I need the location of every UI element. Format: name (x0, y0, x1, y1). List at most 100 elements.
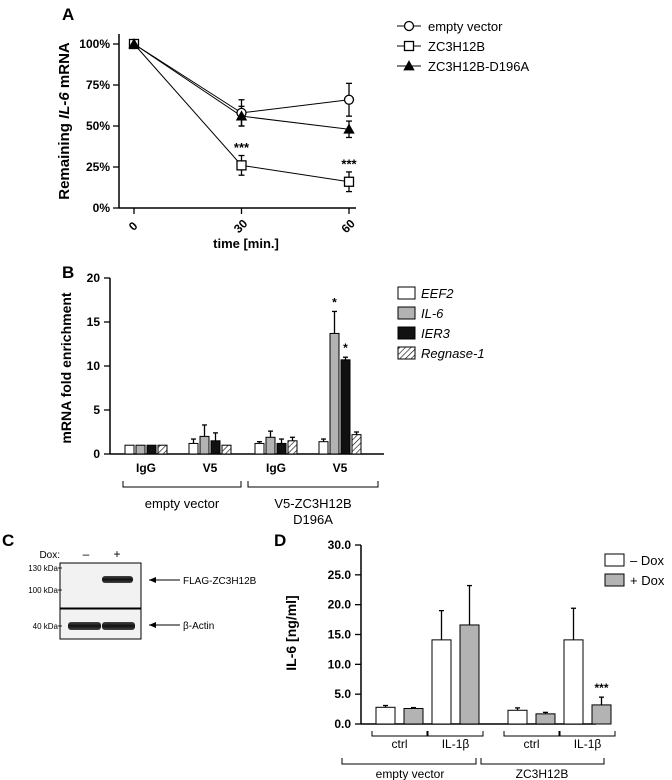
d-bracket-zc3h12b (480, 758, 605, 765)
blot-arrowhead-flag (149, 577, 156, 583)
a-x-axis-label: time [min.] (213, 236, 279, 251)
panel-c-letter: C (2, 531, 14, 550)
b-legend-label: EEF2 (421, 286, 454, 301)
d-bracket-label-empty-vector: empty vector (376, 767, 445, 780)
d-group-label: IL-1β (442, 737, 470, 751)
d-legend-swatch-white (604, 553, 625, 567)
b-bar-hatched (287, 440, 298, 455)
d-bar-white (375, 706, 396, 725)
a-legend-marker-circle (403, 20, 415, 32)
d-bracket-empty-vector (341, 758, 477, 765)
a-point-triangle (128, 38, 140, 49)
d-group-bracket (503, 731, 560, 737)
b-legend-label: IER3 (421, 326, 451, 341)
blot-band-flag-zc3h12b (102, 576, 133, 583)
blot-upper-membrane (59, 562, 142, 609)
b-bracket-label-d196a: D196A (293, 512, 333, 527)
d-legend-label: + Dox (630, 573, 665, 588)
d-y-tick-label: 25.0 (328, 568, 352, 582)
b-legend-swatch-hatched (397, 346, 416, 360)
b-y-tick-label: 0 (93, 447, 100, 461)
b-bar-white (124, 444, 135, 455)
a-y-tick-label: 0% (93, 201, 111, 215)
a-y-tick-label: 75% (86, 78, 110, 92)
d-group-bracket (559, 731, 616, 737)
b-legend-swatch-gray (397, 306, 416, 320)
blot-lane-minus-label: – (83, 547, 90, 561)
b-bar-black (276, 442, 287, 455)
a-significance-label: *** (234, 140, 250, 155)
b-group-label: IgG (136, 461, 156, 475)
a-legend-marker-triangle (403, 60, 415, 71)
b-bar-gray (135, 444, 146, 455)
d-bar-gray (591, 704, 612, 725)
a-point-triangle (235, 110, 248, 121)
panel-a-letter: A (62, 5, 74, 24)
a-legend-label: empty vector (428, 19, 503, 34)
d-bar-gray (403, 707, 424, 725)
b-group-label: V5 (203, 461, 218, 475)
a-x-tick-label: 0 (126, 219, 141, 234)
b-group-label: V5 (333, 461, 348, 475)
b-legend-label: Regnase-1 (421, 346, 485, 361)
a-y-tick-label: 25% (86, 160, 110, 174)
d-y-tick-label: 20.0 (328, 598, 352, 612)
d-legend-swatch-gray (604, 573, 625, 587)
b-bar-black (146, 444, 157, 455)
d-y-axis-label: IL-6 [ng/ml] (283, 595, 299, 670)
d-y-tick-label: 5.0 (334, 687, 351, 701)
a-y-tick-label: 50% (86, 119, 110, 133)
blot-lane-plus-label: + (113, 547, 120, 561)
blot-arrowhead-actin (149, 622, 156, 628)
b-bar-white (188, 442, 199, 455)
d-bar-gray (535, 713, 556, 725)
b-bar-gray (265, 436, 276, 455)
b-legend-swatch-black (397, 326, 416, 340)
b-bracket-label-v5-zc3h12b: V5-ZC3H12B (274, 496, 351, 511)
a-legend-label: ZC3H12B (428, 39, 485, 54)
blot-dox-label: Dox: (39, 550, 60, 561)
d-group-label: ctrl (392, 737, 408, 751)
d-bar-white (563, 639, 584, 725)
a-x-tick-label: 30 (231, 216, 251, 236)
panel-b-bar-chart: 0 5 10 15 20 * * IgG V5 IgG V5 mRNA fold enrichm… (58, 271, 485, 527)
panel-d-letter: D (274, 531, 286, 550)
b-bracket-label-empty-vector: empty vector (145, 496, 220, 511)
a-legend-marker-square (403, 40, 415, 52)
b-y-tick-label: 5 (93, 403, 100, 417)
b-significance-label: * (332, 295, 337, 309)
b-legend-label: IL-6 (421, 306, 444, 321)
a-point-square (343, 176, 355, 187)
a-point-square (236, 160, 247, 171)
b-bar-white (318, 441, 329, 455)
b-bar-hatched (221, 444, 232, 455)
d-group-label: ctrl (524, 737, 540, 751)
d-group-bracket (371, 731, 428, 737)
b-bar-gray (329, 332, 340, 455)
a-point-circle (343, 94, 355, 105)
panel-c-western-blot: Dox: – + 130 kDa 100 kDa 40 kDa FLAG-ZC3… (28, 547, 257, 640)
b-y-tick-label: 15 (87, 315, 101, 329)
a-y-axis-label: Remaining IL-6 mRNA (56, 42, 73, 200)
a-significance-label: *** (341, 157, 357, 172)
blot-band-actin-lane1 (68, 622, 101, 630)
d-y-tick-label: 30.0 (328, 538, 352, 552)
b-bar-gray (199, 435, 210, 455)
d-legend-label: – Dox (630, 553, 664, 568)
b-bar-hatched (157, 444, 168, 455)
panel-a-line-chart: 0% 25% 50% 75% 100% 0 30 60 *** *** Remaining I… (56, 19, 529, 251)
d-bracket-label-zc3h12b: ZC3H12B (516, 767, 569, 780)
b-significance-label: * (343, 341, 348, 355)
d-significance-label: *** (594, 681, 608, 695)
b-y-tick-label: 20 (87, 271, 101, 285)
d-bar-gray (459, 624, 480, 725)
a-point-triangle (343, 123, 355, 134)
d-group-bracket (427, 731, 484, 737)
panel-b-letter: B (62, 263, 74, 282)
b-group-label: IgG (266, 461, 286, 475)
blot-marker-100: 100 kDa (28, 586, 58, 595)
b-y-tick-label: 10 (87, 359, 101, 373)
a-y-tick-label: 100% (79, 37, 110, 51)
b-legend-swatch-white (397, 286, 416, 300)
